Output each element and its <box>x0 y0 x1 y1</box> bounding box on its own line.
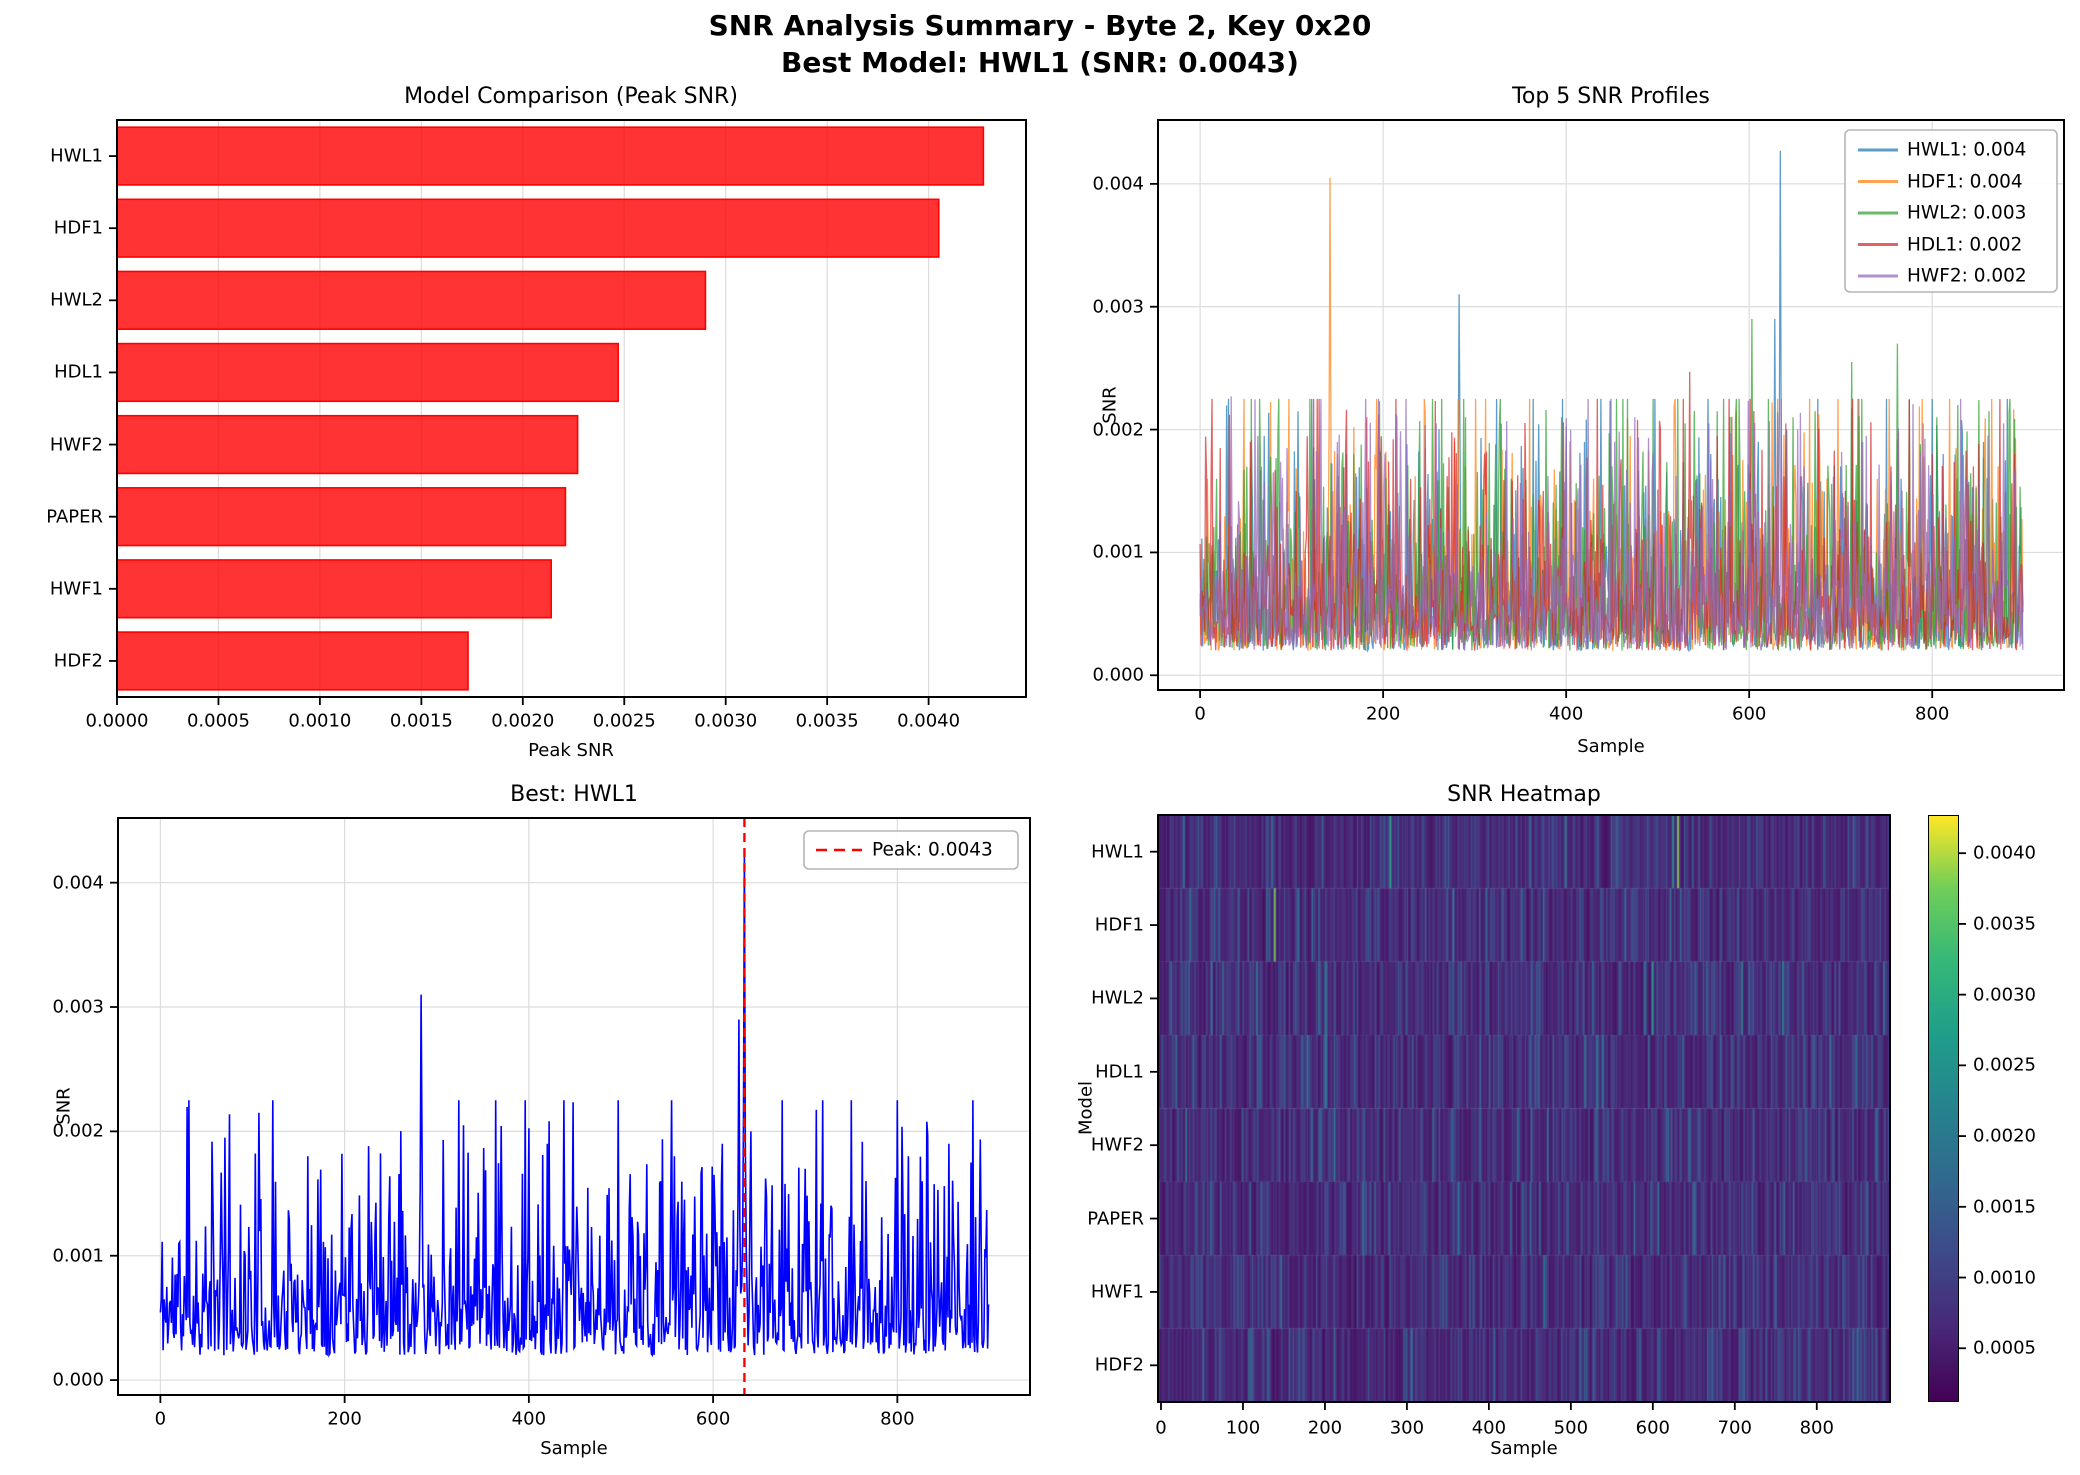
colorbar-tick-label: 0.0035 <box>1973 913 2036 935</box>
legend-item-HWF2: HWF2: 0.002 <box>1907 265 2027 287</box>
colorbar-tick-label: 0.0040 <box>1973 842 2036 864</box>
bar-category-label: PAPER <box>46 506 103 528</box>
heatmap-row-label: HDF2 <box>1094 1354 1144 1376</box>
heatmap-xtick-label: 100 <box>1225 1417 1261 1439</box>
bar-HWL1 <box>116 126 985 186</box>
sample-xtick-label: 800 <box>1915 703 1950 725</box>
bar-HWL2 <box>116 270 707 330</box>
bar-category-label: HWL1 <box>50 145 103 167</box>
sample-xtick-label: 600 <box>1732 703 1767 725</box>
heatmap-row-label: HWL1 <box>1091 841 1144 863</box>
bar-xtick-label: 0.0015 <box>389 710 453 732</box>
colorbar-tick-label: 0.0025 <box>1973 1054 2036 1076</box>
snr-ytick-label: 0.002 <box>1092 419 1144 441</box>
colorbar-tick-label: 0.0010 <box>1973 1267 2036 1289</box>
heatmap-xtick-label: 400 <box>1471 1417 1507 1439</box>
heatmap-xtick-label: 0 <box>1155 1417 1167 1439</box>
bar-category-label: HWL2 <box>50 289 103 311</box>
legend-item-peak: Peak: 0.0043 <box>872 839 993 861</box>
heatmap-xtick-label: 600 <box>1635 1417 1670 1439</box>
bar-xtick-label: 0.0000 <box>85 710 149 732</box>
snr-ytick-label: 0.000 <box>52 1369 104 1391</box>
snr-ytick-label: 0.003 <box>1092 296 1144 318</box>
colorbar-tick-label: 0.0015 <box>1973 1196 2036 1218</box>
sample-xtick-label: 600 <box>695 1408 731 1430</box>
figure-title-line1: SNR Analysis Summary - Byte 2, Key 0x20 <box>708 9 1372 42</box>
colorbar-tick-label: 0.0020 <box>1973 1125 2036 1147</box>
bar-category-label: HWF2 <box>49 434 103 456</box>
panel-heatmap-title: SNR Heatmap <box>1447 782 1601 807</box>
snr-ytick-label: 0.000 <box>1092 664 1144 686</box>
heatmap-xtick-label: 500 <box>1553 1417 1589 1439</box>
panel-top5-title: Top 5 SNR Profiles <box>1512 84 1710 109</box>
sample-xtick-label: 200 <box>327 1408 362 1430</box>
bar-xtick-label: 0.0005 <box>186 710 250 732</box>
sample-xtick-label: 800 <box>880 1408 915 1430</box>
bar-xtick-label: 0.0040 <box>897 710 961 732</box>
bar-category-label: HDF2 <box>53 650 103 672</box>
bar-xtick-label: 0.0035 <box>795 710 859 732</box>
legend-item-HWL1: HWL1: 0.004 <box>1907 139 2027 161</box>
heatmap-row-label: HWF1 <box>1090 1281 1144 1303</box>
bar-xtick-label: 0.0010 <box>288 710 352 732</box>
bar-HWF1 <box>116 559 553 619</box>
snr-ytick-label: 0.003 <box>52 996 104 1018</box>
bar-HDL1 <box>116 342 619 403</box>
top5-xaxis-label: Sample <box>1577 736 1645 757</box>
colorbar <box>1928 815 1959 1402</box>
snr-ytick-label: 0.002 <box>52 1120 104 1142</box>
heatmap-xtick-label: 700 <box>1717 1417 1752 1439</box>
bar-category-label: HDL1 <box>54 361 103 383</box>
heatmap-xtick-label: 800 <box>1799 1417 1834 1439</box>
series-HWF2 <box>1199 396 2024 651</box>
heatmap-row-label: HDF1 <box>1094 914 1144 936</box>
snr-ytick-label: 0.001 <box>1092 541 1144 563</box>
panel-bar-title: Model Comparison (Peak SNR) <box>404 84 738 109</box>
sample-xtick-label: 0 <box>154 1408 167 1430</box>
heatmap-yaxis-label: Model <box>1075 1080 1097 1136</box>
legend-item-HWL2: HWL2: 0.003 <box>1907 202 2027 224</box>
bar-HDF2 <box>116 631 469 691</box>
legend-item-HDF1: HDF1: 0.004 <box>1907 171 2023 192</box>
snr-ytick-label: 0.001 <box>52 1245 104 1267</box>
bar-xaxis-label: Peak SNR <box>528 740 614 761</box>
bar-xtick-label: 0.0030 <box>694 710 758 732</box>
heatmap-row-label: PAPER <box>1087 1208 1144 1230</box>
sample-xtick-label: 200 <box>1365 703 1401 725</box>
panel-best-title: Best: HWL1 <box>510 782 638 807</box>
best-yaxis-label: SNR <box>53 1087 75 1125</box>
sample-xtick-label: 0 <box>1194 703 1206 725</box>
bar-HWF2 <box>116 414 579 475</box>
heatmap-xtick-label: 300 <box>1389 1417 1425 1439</box>
series-HWL1 <box>159 849 990 1358</box>
snr-ytick-label: 0.004 <box>52 872 104 894</box>
heatmap-xaxis-label: Sample <box>1490 1438 1558 1459</box>
bar-HDF1 <box>116 198 940 258</box>
snr-ytick-label: 0.004 <box>1092 173 1144 195</box>
heatmap-row-label: HDL1 <box>1095 1061 1144 1083</box>
figure-title: SNR Analysis Summary - Byte 2, Key 0x20 … <box>709 8 1372 82</box>
best-xaxis-label: Sample <box>540 1438 608 1459</box>
bar-xtick-label: 0.0020 <box>491 710 555 732</box>
sample-xtick-label: 400 <box>511 1408 547 1430</box>
heatmap-row-label: HWL2 <box>1091 987 1144 1009</box>
bar-PAPER <box>116 487 567 547</box>
heatmap-xtick-label: 200 <box>1307 1417 1343 1439</box>
heatmap-row-label: HWF2 <box>1090 1134 1144 1156</box>
bar-xtick-label: 0.0025 <box>592 710 656 732</box>
snr-heatmap-image <box>1158 815 1890 1402</box>
colorbar-tick-label: 0.0030 <box>1973 984 2036 1006</box>
sample-xtick-label: 400 <box>1548 703 1584 725</box>
colorbar-tick-label: 0.0005 <box>1973 1337 2036 1359</box>
figure-title-line2: Best Model: HWL1 (SNR: 0.0043) <box>781 45 1299 79</box>
bar-category-label: HWF1 <box>49 578 103 600</box>
legend-item-HDL1: HDL1: 0.002 <box>1907 234 2023 255</box>
bar-category-label: HDF1 <box>53 217 103 239</box>
